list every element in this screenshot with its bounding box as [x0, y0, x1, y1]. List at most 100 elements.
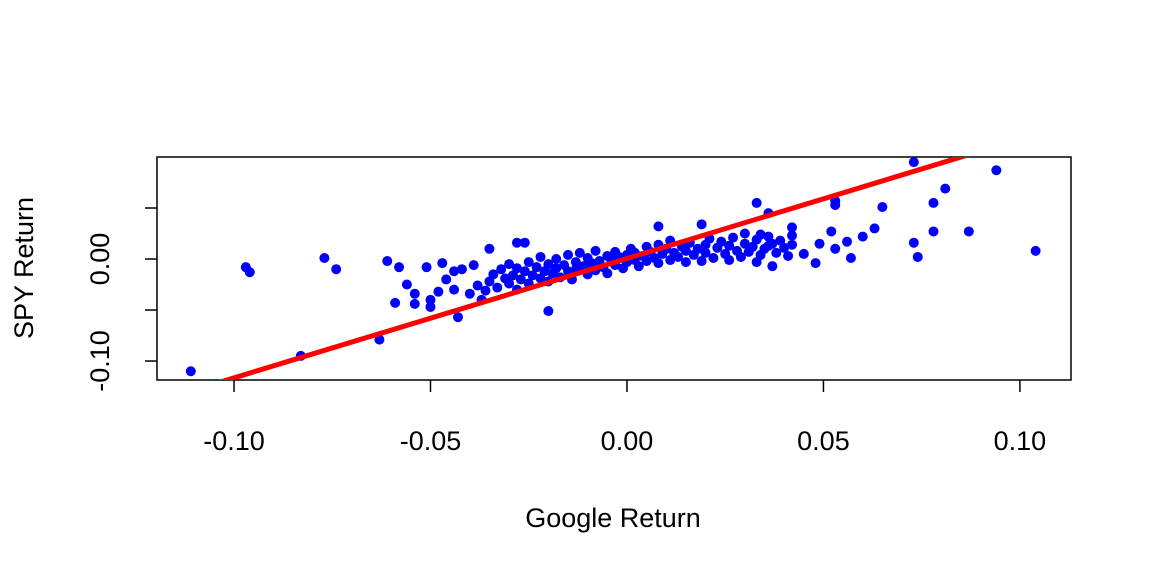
point: [472, 280, 483, 291]
point: [814, 238, 825, 249]
x-tick-label: -0.05: [400, 426, 462, 456]
point: [519, 266, 530, 277]
point: [563, 249, 574, 260]
point: [842, 236, 853, 247]
point: [787, 230, 798, 241]
y-axis-label: SPY Return: [9, 197, 39, 339]
point: [912, 251, 923, 262]
point: [653, 221, 664, 232]
point: [1030, 245, 1041, 256]
point: [830, 243, 841, 254]
point: [551, 254, 562, 265]
point: [535, 251, 546, 262]
point: [680, 257, 691, 268]
point: [504, 259, 515, 270]
point: [551, 263, 562, 274]
point: [492, 282, 503, 293]
point: [783, 250, 794, 261]
point: [963, 226, 974, 237]
point: [767, 238, 778, 249]
point: [810, 258, 821, 269]
point: [641, 256, 652, 267]
point: [991, 165, 1002, 176]
point: [390, 297, 401, 308]
point: [908, 157, 919, 168]
point: [452, 312, 463, 323]
point: [716, 236, 727, 247]
point: [787, 222, 798, 233]
point: [519, 237, 530, 248]
point: [433, 286, 444, 297]
point: [653, 258, 664, 269]
point: [425, 294, 436, 305]
point: [511, 263, 522, 274]
point: [724, 255, 735, 266]
point: [543, 306, 554, 317]
point: [437, 258, 448, 269]
point: [441, 274, 452, 285]
point: [798, 248, 809, 259]
point: [382, 256, 393, 267]
point: [504, 278, 515, 289]
point: [826, 226, 837, 237]
point: [449, 284, 460, 295]
point: [751, 197, 762, 208]
point: [515, 274, 526, 285]
x-axis-label: Google Return: [525, 503, 701, 533]
point: [759, 243, 770, 254]
point: [696, 219, 707, 230]
point: [488, 269, 499, 280]
plot-frame: [156, 156, 1072, 381]
point: [496, 264, 507, 275]
point: [751, 234, 762, 245]
point: [739, 228, 750, 239]
point: [940, 183, 951, 194]
point: [331, 264, 342, 275]
y-tick-label: -0.10: [85, 330, 115, 392]
point: [673, 251, 684, 262]
point: [464, 288, 475, 299]
point: [696, 256, 707, 267]
point: [680, 245, 691, 256]
point: [735, 251, 746, 262]
point: [928, 197, 939, 208]
point: [877, 201, 888, 212]
point: [767, 261, 778, 272]
point: [708, 252, 719, 263]
point: [845, 252, 856, 263]
point: [590, 245, 601, 256]
point: [401, 279, 412, 290]
point: [449, 266, 460, 277]
point: [468, 260, 479, 271]
point: [857, 231, 868, 242]
point: [409, 288, 420, 299]
x-tick-label: 0.05: [797, 426, 850, 456]
x-tick-label: -0.10: [203, 426, 265, 456]
point: [602, 268, 613, 279]
point: [319, 252, 330, 263]
point: [574, 247, 585, 258]
point: [484, 243, 495, 254]
point: [480, 285, 491, 296]
point: [928, 226, 939, 237]
point: [409, 298, 420, 309]
point: [724, 240, 735, 251]
point: [511, 237, 522, 248]
x-tick-label: 0.00: [601, 426, 654, 456]
point: [570, 257, 581, 268]
point: [728, 232, 739, 243]
point: [543, 259, 554, 270]
point: [633, 261, 644, 272]
point: [185, 366, 196, 377]
point: [739, 238, 750, 249]
y-tick-label: 0.00: [85, 233, 115, 286]
point: [869, 223, 880, 234]
point: [779, 242, 790, 253]
point: [523, 257, 534, 268]
point: [700, 247, 711, 258]
x-tick-label: 0.10: [994, 426, 1047, 456]
point: [421, 262, 432, 273]
point: [425, 301, 436, 312]
point: [771, 247, 782, 258]
